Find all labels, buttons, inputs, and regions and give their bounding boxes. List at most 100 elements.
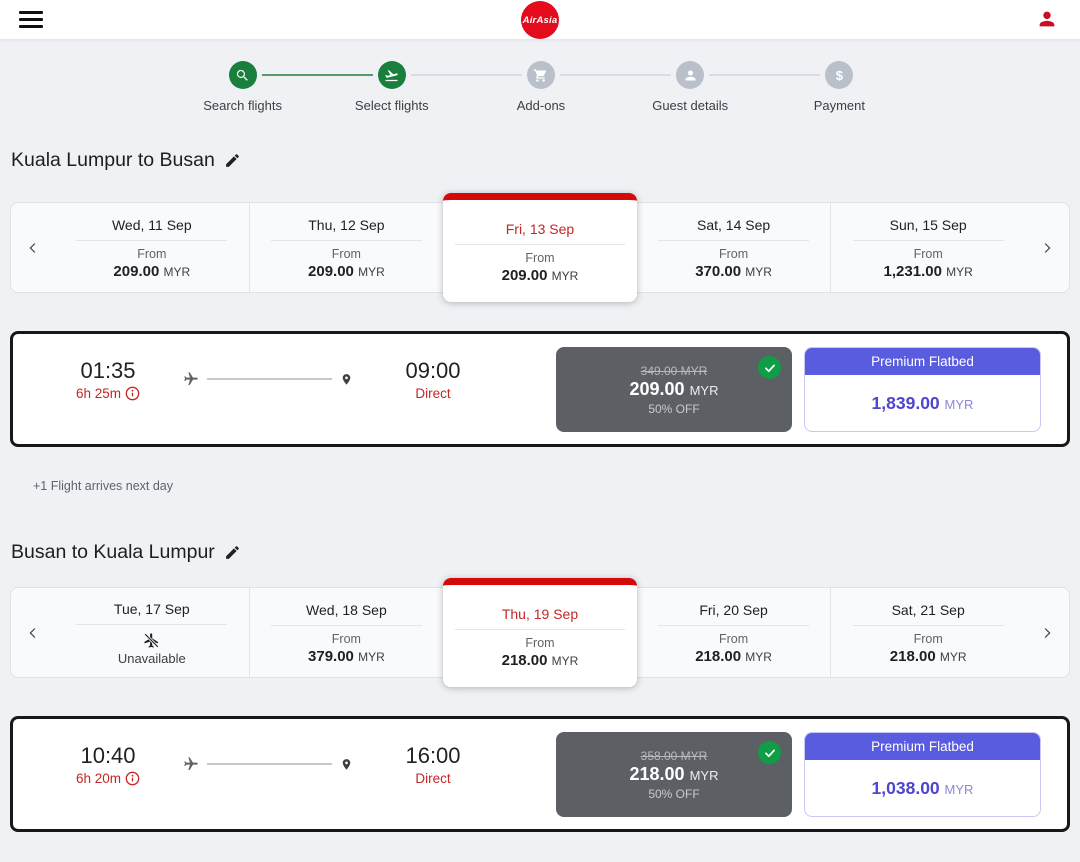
departure-time: 01:35 <box>80 358 136 383</box>
journey-title-outbound: Kuala Lumpur to Busan <box>11 149 1069 172</box>
chevron-right-icon[interactable] <box>1025 203 1069 292</box>
step-label: Search flights <box>203 98 282 113</box>
date-carousel-outbound: Wed, 11 Sep From 209.00 MYR Thu, 12 Sep … <box>10 193 1070 302</box>
date-label: Thu, 19 Sep <box>501 605 579 622</box>
date-price: 370.00 MYR <box>695 263 772 280</box>
date-option[interactable]: Sat, 21 Sep From 218.00 MYR <box>830 588 1025 677</box>
edit-icon[interactable] <box>224 152 241 169</box>
date-price: 218.00 MYR <box>695 648 772 665</box>
journey-title-text: Kuala Lumpur to Busan <box>11 149 215 171</box>
step-select-flights[interactable]: Select flights <box>261 61 466 113</box>
account-icon[interactable] <box>1036 8 1058 30</box>
economy-fare-option[interactable]: 358.00 MYR 218.00 MYR 50% OFF <box>556 732 792 817</box>
unavailable-label: Unavailable <box>117 651 186 666</box>
date-option-selected[interactable]: Fri, 13 Sep From 209.00 MYR <box>443 193 637 302</box>
step-search-flights[interactable]: Search flights <box>168 61 317 113</box>
date-price: 1,231.00 MYR <box>883 263 973 280</box>
date-price: 209.00 MYR <box>308 263 385 280</box>
fare-discount: 50% OFF <box>648 786 700 801</box>
from-label: From <box>525 250 555 265</box>
dollar-icon: $ <box>825 61 854 89</box>
plane-icon <box>184 757 198 770</box>
premium-label: Premium Flatbed <box>805 733 1040 760</box>
date-price: 379.00 MYR <box>308 648 385 665</box>
arrival-block: 09:00 Direct <box>353 358 513 401</box>
fare-price: 209.00 MYR <box>629 378 719 399</box>
person-icon <box>676 61 705 89</box>
date-label: Fri, 20 Sep <box>699 602 768 618</box>
date-option[interactable]: Wed, 18 Sep From 379.00 MYR <box>248 588 444 677</box>
journey-title-text: Busan to Kuala Lumpur <box>11 541 215 563</box>
date-label: Fri, 13 Sep <box>505 220 575 237</box>
location-pin-icon <box>342 373 351 385</box>
from-label: From <box>718 247 749 261</box>
date-option[interactable]: Thu, 12 Sep From 209.00 MYR <box>248 203 444 292</box>
step-guest-details[interactable]: Guest details <box>559 61 765 113</box>
flight-duration: 6h 20m <box>76 771 140 786</box>
date-label: Sat, 14 Sep <box>696 217 771 233</box>
from-label: From <box>525 635 555 650</box>
check-icon <box>758 356 781 379</box>
fare-price: 218.00 MYR <box>629 763 719 784</box>
info-icon[interactable] <box>125 386 140 401</box>
from-label: From <box>913 247 943 261</box>
chevron-left-icon[interactable] <box>11 203 55 292</box>
airasia-logo-text: AirAsia <box>522 14 558 26</box>
flight-result-return[interactable]: 10:40 6h 20m 16:00 Direct 358.00 MYR 218… <box>10 716 1070 832</box>
departure-block: 10:40 6h 20m <box>33 743 183 786</box>
arrival-time: 16:00 <box>405 743 461 768</box>
fare-original-price: 358.00 MYR <box>640 748 708 763</box>
edit-icon[interactable] <box>224 544 241 561</box>
date-option[interactable]: Sat, 14 Sep From 370.00 MYR <box>637 203 831 292</box>
date-option[interactable]: Fri, 20 Sep From 218.00 MYR <box>637 588 831 677</box>
route-graphic <box>183 756 353 772</box>
step-add-ons[interactable]: Add-ons <box>410 61 615 113</box>
departure-time: 10:40 <box>80 743 136 768</box>
step-label: Select flights <box>354 98 429 113</box>
fare-original-price: 349.00 MYR <box>640 363 708 378</box>
departure-block: 01:35 6h 25m <box>33 358 183 401</box>
date-option[interactable]: Sun, 15 Sep From 1,231.00 MYR <box>830 203 1025 292</box>
date-price: 209.00 MYR <box>501 266 579 284</box>
date-option-selected[interactable]: Thu, 19 Sep From 218.00 MYR <box>443 578 637 687</box>
chevron-right-icon[interactable] <box>1025 588 1069 677</box>
step-payment[interactable]: $ Payment <box>709 61 914 113</box>
date-label: Sat, 21 Sep <box>891 602 965 618</box>
stops-label: Direct <box>415 771 451 786</box>
progress-stepper: Search flights Select flights Add-ons Gu… <box>0 40 1080 113</box>
airasia-logo[interactable]: AirAsia <box>521 1 559 39</box>
economy-fare-option[interactable]: 349.00 MYR 209.00 MYR 50% OFF <box>556 347 792 432</box>
search-icon <box>228 61 257 89</box>
check-icon <box>758 741 781 764</box>
flight-takeoff-icon <box>377 61 406 89</box>
menu-icon[interactable] <box>19 11 43 28</box>
step-label: Add-ons <box>516 98 566 113</box>
flight-duration: 6h 25m <box>76 386 140 401</box>
date-price: 218.00 MYR <box>501 651 579 669</box>
top-bar: AirAsia <box>0 0 1080 40</box>
premium-flatbed-option[interactable]: Premium Flatbed 1,038.00 MYR <box>804 732 1041 817</box>
date-label: Thu, 12 Sep <box>308 217 385 233</box>
cart-icon <box>526 61 555 89</box>
step-label: Guest details <box>652 98 729 113</box>
info-icon[interactable] <box>125 771 140 786</box>
next-day-note: +1 Flight arrives next day <box>33 479 173 493</box>
date-option-unavailable[interactable]: Tue, 17 Sep Unavailable <box>55 588 249 677</box>
date-label: Sun, 15 Sep <box>889 217 967 233</box>
chevron-left-icon[interactable] <box>11 588 55 677</box>
premium-price: 1,839.00 MYR <box>871 392 974 413</box>
from-label: From <box>331 632 361 646</box>
journey-title-return: Busan to Kuala Lumpur <box>11 541 1069 564</box>
from-label: From <box>913 632 943 646</box>
flight-result-outbound[interactable]: 01:35 6h 25m 09:00 Direct 349.00 MYR 209… <box>10 331 1070 447</box>
date-label: Tue, 17 Sep <box>113 601 190 617</box>
date-label: Wed, 11 Sep <box>111 217 192 233</box>
date-price: 218.00 MYR <box>889 648 967 665</box>
date-option[interactable]: Wed, 11 Sep From 209.00 MYR <box>55 203 249 292</box>
date-label: Wed, 18 Sep <box>306 602 387 618</box>
location-pin-icon <box>342 758 351 770</box>
from-label: From <box>331 247 361 261</box>
from-label: From <box>718 632 749 646</box>
arrival-block: 16:00 Direct <box>353 743 513 786</box>
premium-flatbed-option[interactable]: Premium Flatbed 1,839.00 MYR <box>804 347 1041 432</box>
